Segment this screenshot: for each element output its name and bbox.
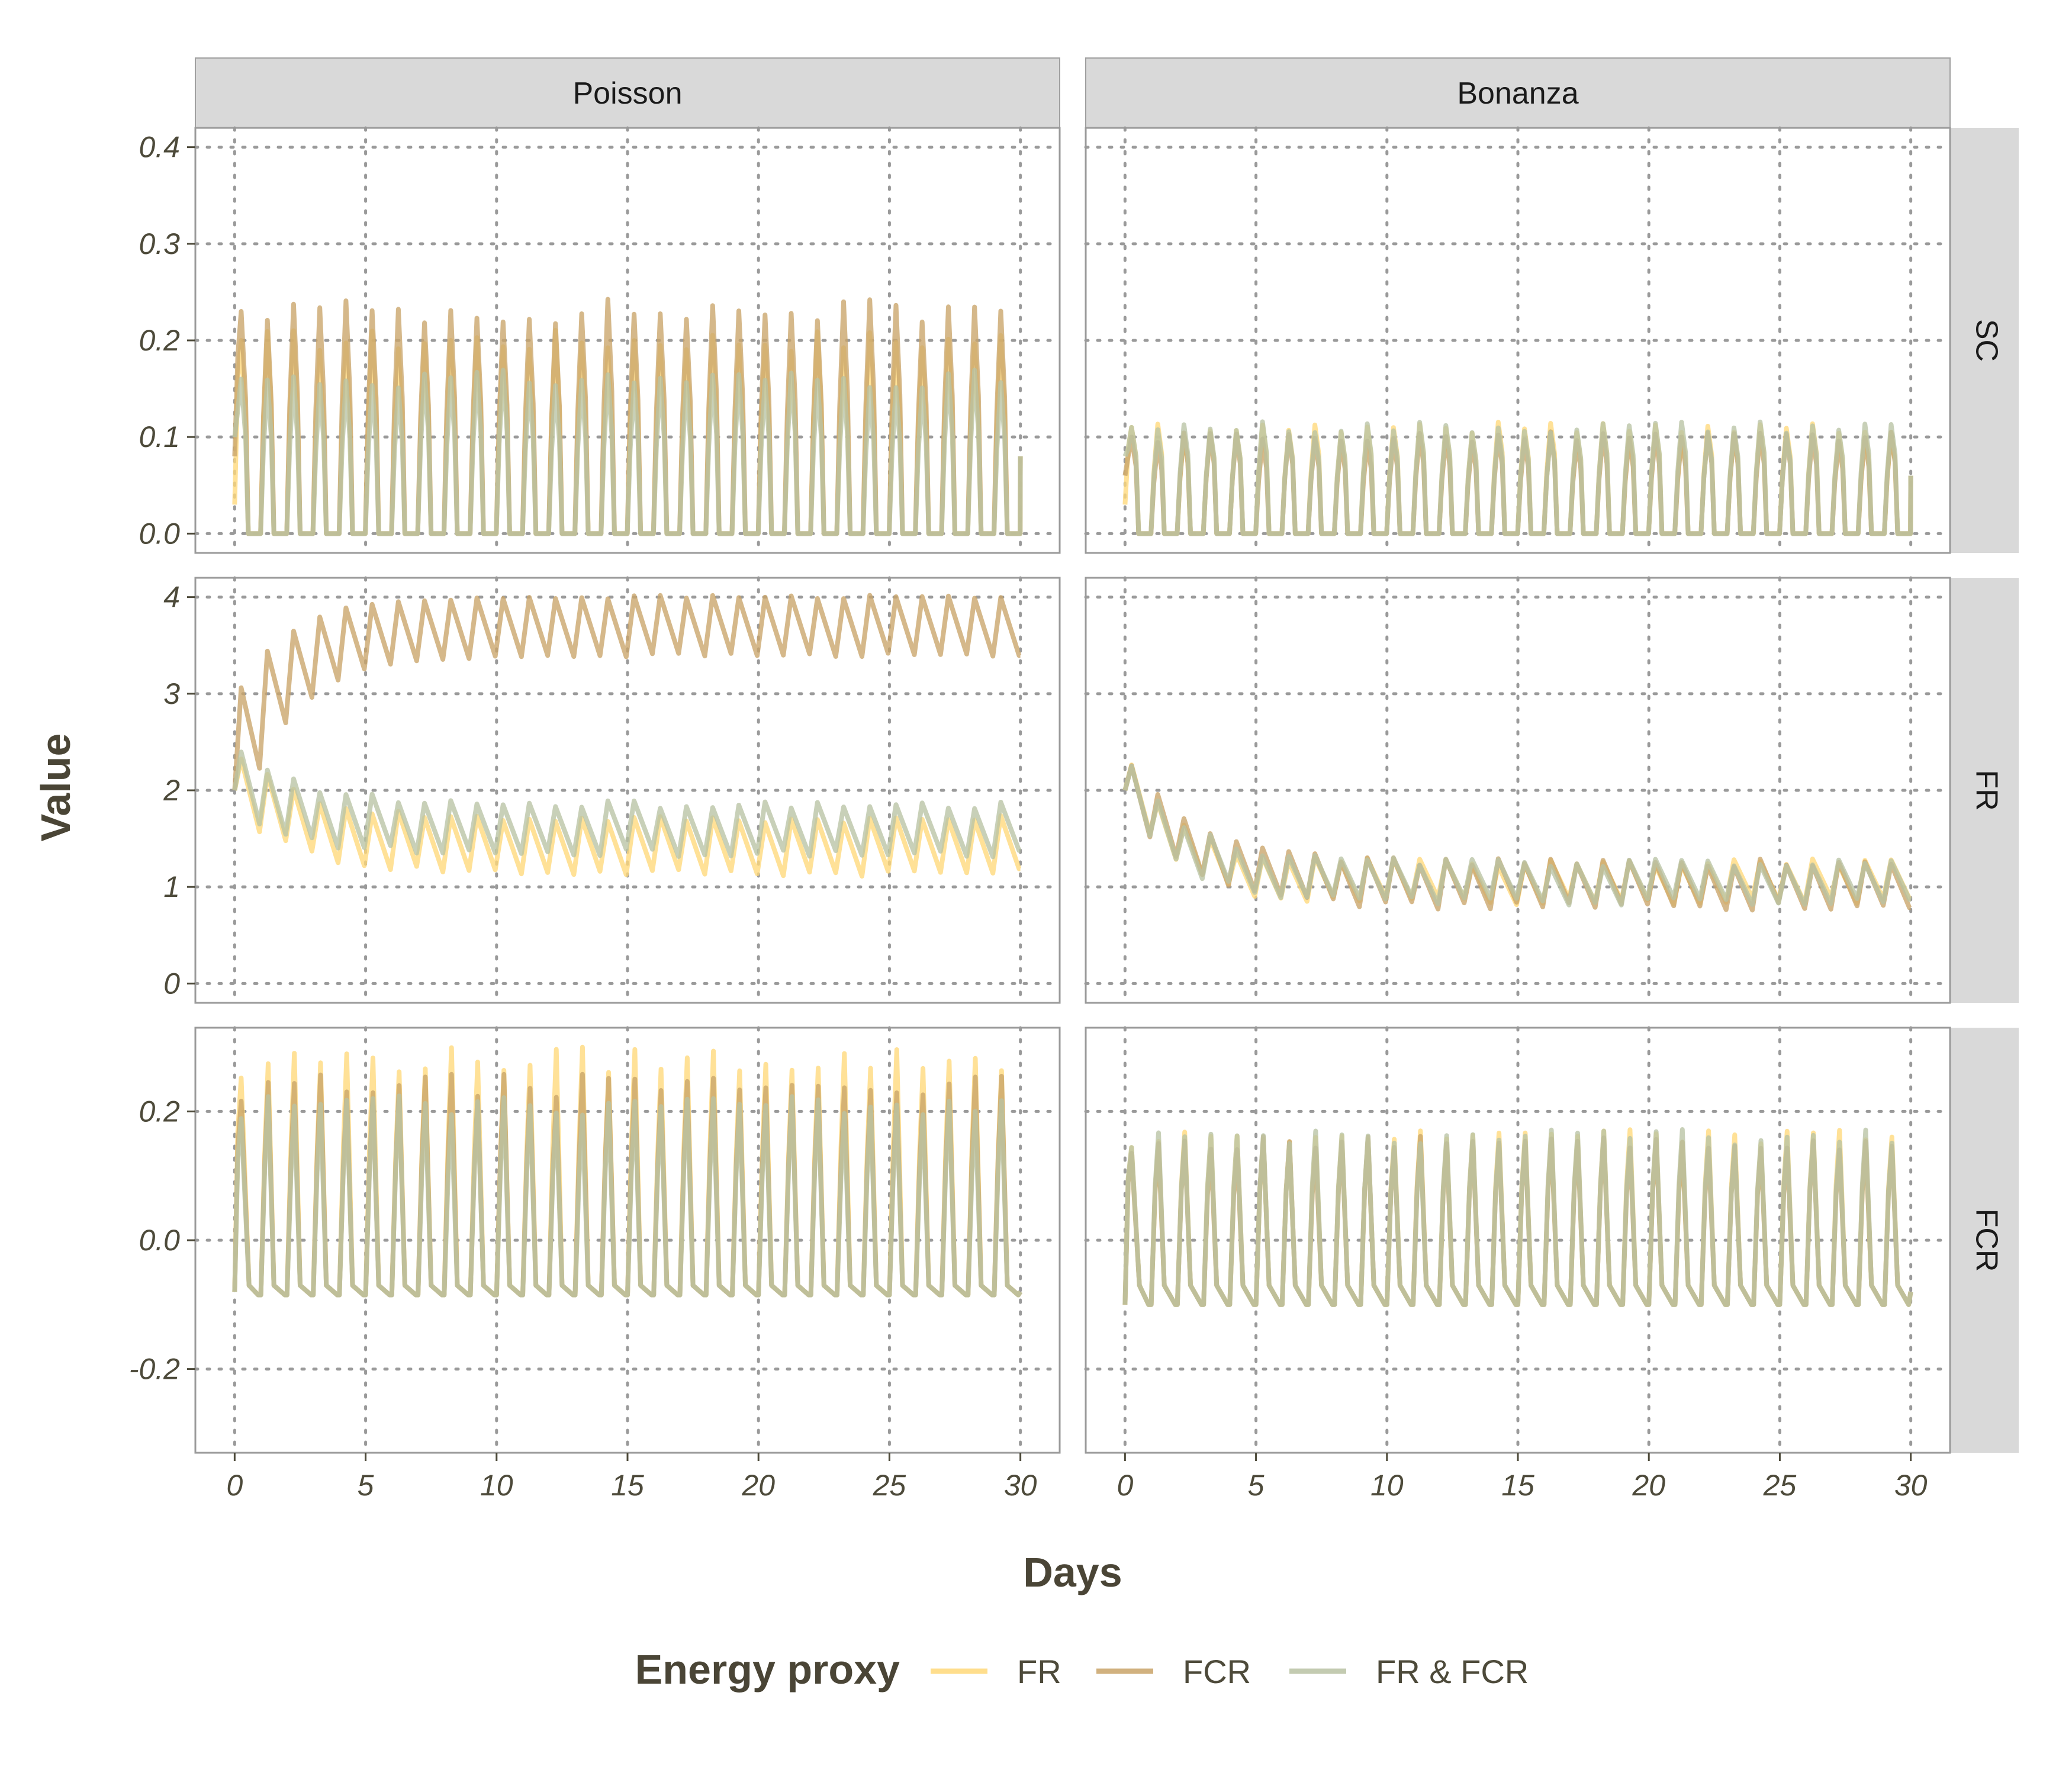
panel-bonanza-fr xyxy=(1084,576,1952,1005)
series-line-fr-fcr xyxy=(1122,764,1912,908)
y-tick-labels: 0.0 0.1 0.2 0.3 0.4 0 1 2 3 4 -0.2 0.0 0… xyxy=(129,131,180,1386)
strip-label-sc: SC xyxy=(1969,319,2003,362)
x-tick-label: 30 xyxy=(1004,1469,1037,1502)
row-strip-sc: SC xyxy=(1950,128,2019,553)
y-tick-label: 0.4 xyxy=(139,131,180,164)
y-axis-title: Value xyxy=(33,733,79,842)
y-tick-label: 0.1 xyxy=(139,420,180,453)
y-tick-label: 0.0 xyxy=(139,1224,180,1257)
strip-label-poisson: Poisson xyxy=(573,76,683,111)
y-tick-label: 4 xyxy=(163,581,180,614)
x-tick-label: 5 xyxy=(358,1469,374,1502)
panel-poisson-fcr xyxy=(187,1026,1061,1461)
x-tick-label: 25 xyxy=(1763,1469,1797,1502)
series-line-fr-fcr xyxy=(232,749,1022,860)
panel-poisson-sc xyxy=(187,126,1061,555)
row-strip-fr: FR xyxy=(1950,578,2019,1003)
legend-label-fcr: FCR xyxy=(1183,1653,1251,1690)
y-tick-label: 0.2 xyxy=(139,324,180,357)
strip-label-bonanza: Bonanza xyxy=(1457,76,1578,111)
strip-background xyxy=(1085,57,1951,128)
series-line-fr-fcr xyxy=(1122,1127,1913,1307)
legend-label-fr-fcr: FR & FCR xyxy=(1376,1653,1529,1690)
row-strip-fcr: FCR xyxy=(1950,1028,2019,1453)
column-strip-poisson: Poisson xyxy=(195,57,1060,128)
y-tick-label: -0.2 xyxy=(129,1353,180,1386)
x-tick-label: 20 xyxy=(1632,1469,1665,1502)
strip-label-fr: FR xyxy=(1969,770,2003,810)
x-tick-label: 10 xyxy=(1370,1469,1404,1502)
panel-bonanza-sc xyxy=(1084,126,1952,555)
panel-bonanza-fcr xyxy=(1084,1026,1952,1461)
y-tick-label: 3 xyxy=(163,677,180,710)
series-line-fr-fcr xyxy=(232,1093,1022,1298)
x-tick-labels: 0 5 10 15 20 25 30 0 5 10 15 20 25 30 xyxy=(226,1469,1927,1502)
strip-background xyxy=(1950,578,2019,1003)
x-tick-label: 0 xyxy=(1117,1469,1133,1502)
series-line-fr-fcr xyxy=(232,368,1023,536)
panel-poisson-fr xyxy=(187,576,1061,1005)
x-tick-label: 15 xyxy=(1501,1469,1534,1502)
legend: Energy proxy FR FCR FR & FCR xyxy=(635,1646,1529,1693)
x-axis-title: Days xyxy=(1023,1549,1122,1595)
strip-background xyxy=(1950,128,2019,553)
x-tick-label: 0 xyxy=(226,1469,243,1502)
x-tick-label: 20 xyxy=(741,1469,775,1502)
series-line-fr-fcr xyxy=(1122,419,1913,536)
x-tick-label: 15 xyxy=(611,1469,644,1502)
strip-background xyxy=(1950,1028,2019,1453)
legend-label-fr: FR xyxy=(1017,1653,1061,1690)
x-tick-label: 5 xyxy=(1248,1469,1265,1502)
strip-label-fcr: FCR xyxy=(1969,1209,2003,1272)
x-tick-label: 30 xyxy=(1894,1469,1928,1502)
legend-title: Energy proxy xyxy=(635,1646,900,1693)
y-tick-label: 0.0 xyxy=(139,517,180,550)
x-tick-label: 10 xyxy=(480,1469,513,1502)
series-line-fcr xyxy=(232,593,1022,791)
y-tick-label: 1 xyxy=(163,870,180,903)
column-strip-bonanza: Bonanza xyxy=(1085,57,1951,128)
y-tick-label: 2 xyxy=(163,774,180,807)
strip-background xyxy=(195,57,1060,128)
x-tick-label: 25 xyxy=(873,1469,906,1502)
y-tick-label: 0.2 xyxy=(139,1095,180,1128)
y-tick-label: 0.3 xyxy=(139,227,180,260)
panels xyxy=(187,126,1952,1461)
y-tick-label: 0 xyxy=(163,967,180,1000)
